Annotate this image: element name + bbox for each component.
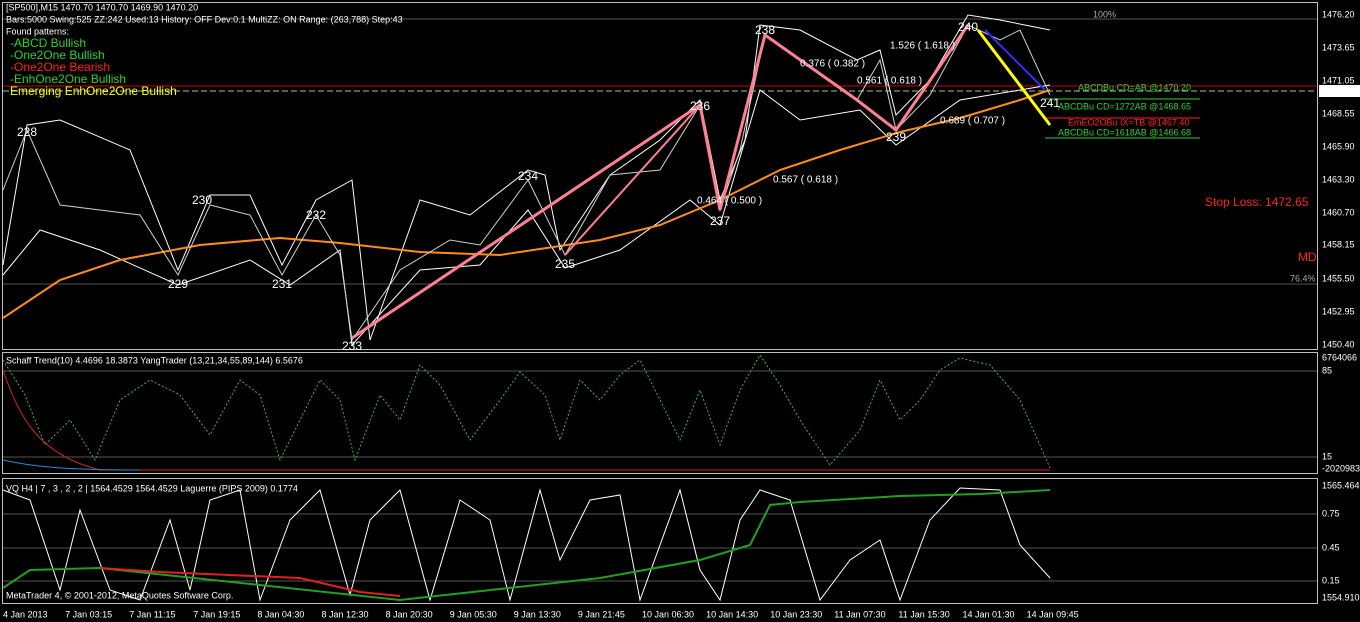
yangtrader — [2, 369, 1050, 471]
pattern: -One2One Bullish — [10, 48, 105, 62]
time-tick: 10 Jan 06:30 — [642, 609, 694, 619]
emerging-leg — [976, 29, 1052, 126]
indicator-title: Schaff Trend(10) 4.4696 18.3873 YangTrad… — [6, 355, 303, 365]
envelope — [2, 84, 1051, 347]
vq-up — [2, 489, 1051, 602]
ratio-label: 0.464 ( 0.500 ) — [697, 196, 762, 207]
indicator-tick: 0.75 — [1322, 508, 1340, 518]
pivot-label: 229 — [168, 277, 188, 291]
pivot-label: 235 — [555, 257, 575, 271]
price-tick: 1460.70 — [1322, 207, 1355, 217]
time-tick: 11 Jan 07:30 — [834, 609, 885, 619]
time-tick: 7 Jan 11:15 — [129, 609, 175, 619]
indicator-tick: 6764066 — [1322, 352, 1357, 362]
copyright: MetaTrader 4, © 2001-2012, MetaQuotes So… — [6, 590, 233, 600]
ratio-label: 0.689 ( 0.707 ) — [940, 116, 1005, 127]
time-tick: 9 Jan 05:30 — [450, 609, 497, 619]
indicator-tick: -2020983 — [1322, 463, 1360, 473]
time-tick: 9 Jan 21:45 — [578, 609, 625, 619]
pattern: -One2One Bearish — [10, 60, 110, 74]
pattern: -EnhOne2One Bullish — [10, 72, 126, 86]
price-tick: 1470.20 — [1322, 85, 1355, 95]
price — [2, 24, 1051, 342]
time-tick: 8 Jan 04:30 — [257, 609, 304, 619]
laguerre — [2, 487, 1051, 602]
pivot-label: 228 — [17, 125, 37, 139]
target-label: EmEO2OBu IX=TB @1467.40 — [1068, 117, 1189, 127]
stop-loss: Stop Loss: 1472.65 — [1205, 195, 1309, 209]
time-tick: 11 Jan 15:30 — [898, 609, 949, 619]
time-tick: 7 Jan 03:15 — [65, 609, 112, 619]
md-label: MD — [1298, 250, 1317, 264]
target-label: ABCDBu CD=1272AB @1468.65 — [1058, 101, 1191, 111]
price-tick: 1465.90 — [1322, 141, 1355, 151]
indicator-tick: 0.45 — [1322, 542, 1340, 552]
ratio-label: 1.526 ( 1.618 ) — [890, 41, 955, 52]
projection-leg — [984, 29, 1046, 91]
time-tick: 7 Jan 19:15 — [193, 609, 240, 619]
indicator-tick: 15 — [1322, 451, 1332, 461]
price-tick: 1450.40 — [1322, 339, 1355, 349]
time-tick: 8 Jan 12:30 — [322, 609, 369, 619]
time-tick: 14 Jan 01:30 — [963, 609, 1015, 619]
frames — [2, 2, 1318, 604]
pivot-label: 236 — [690, 99, 710, 113]
pivot-label: 241 — [1040, 96, 1060, 110]
target-label: ABCDBu CD=AB @1470.20 — [1078, 82, 1191, 92]
schaff-trend — [2, 354, 1051, 469]
ratio-label: 0.376 ( 0.382 ) — [800, 59, 865, 70]
pivot-label: 231 — [272, 277, 292, 291]
indicator-tick: 0.15 — [1322, 575, 1340, 585]
indicator-tick: 85 — [1322, 365, 1332, 375]
price-tick: 1455.50 — [1322, 273, 1355, 283]
time-tick: 10 Jan 14:30 — [706, 609, 758, 619]
target-label: ABCDBu CD=1618AB @1466.68 — [1058, 127, 1191, 137]
time-tick: 4 Jan 2013 — [3, 609, 48, 619]
indicator-title: VQ H4 | 7 , 3 , 2 , 2 | 1564.4529 1564.4… — [6, 483, 298, 493]
pivot-label: 238 — [755, 23, 775, 37]
pivot-label: 237 — [710, 214, 730, 228]
time-tick: 10 Jan 23:30 — [770, 609, 822, 619]
price-tick: 1471.05 — [1322, 75, 1355, 85]
bid-box — [1319, 85, 1360, 97]
price-tick: 1476.20 — [1322, 9, 1355, 19]
header: [SP500],M15 1470.70 1470.70 1469.90 1470… — [6, 2, 198, 12]
time-tick: 8 Jan 20:30 — [386, 609, 433, 619]
pattern: -ABCD Bullish — [10, 36, 86, 50]
indicator-tick: 1554.910 — [1322, 592, 1360, 602]
price-tick: 1458.15 — [1322, 239, 1355, 249]
header: Bars:5000 Swing:525 ZZ:242 Used:13 Histo… — [6, 14, 403, 24]
indicator-tick: 1565.464 — [1322, 480, 1360, 490]
pivot-label: 230 — [192, 193, 212, 207]
pivot-label: 234 — [518, 169, 538, 183]
price-tick: 1468.55 — [1322, 108, 1355, 118]
yangtrader-2 — [2, 459, 141, 471]
pivot-label: 233 — [342, 339, 362, 353]
time-tick: 9 Jan 13:30 — [514, 609, 561, 619]
pivot-label: 232 — [306, 208, 326, 222]
time-tick: 14 Jan 09:45 — [1027, 609, 1079, 619]
price-tick: 1473.65 — [1322, 42, 1355, 52]
pivot-label: 240 — [958, 20, 978, 34]
header: Found patterns: — [6, 26, 69, 36]
pivot-label: 239 — [886, 130, 906, 144]
ratio-label: 0.567 ( 0.618 ) — [773, 175, 838, 186]
level-label: 76.4% — [1290, 273, 1316, 283]
pattern: Emerging EnhOne2One Bullish — [10, 84, 177, 98]
envelope — [2, 14, 1051, 341]
ratio-label: 0.561 ( 0.618 ) — [857, 76, 922, 87]
level-label: 100% — [1093, 9, 1116, 19]
vq-down — [99, 567, 401, 597]
zigzag-pattern — [564, 104, 701, 256]
price-tick: 1452.95 — [1322, 306, 1355, 316]
moving-average — [2, 89, 1051, 319]
price-tick: 1463.30 — [1322, 174, 1355, 184]
